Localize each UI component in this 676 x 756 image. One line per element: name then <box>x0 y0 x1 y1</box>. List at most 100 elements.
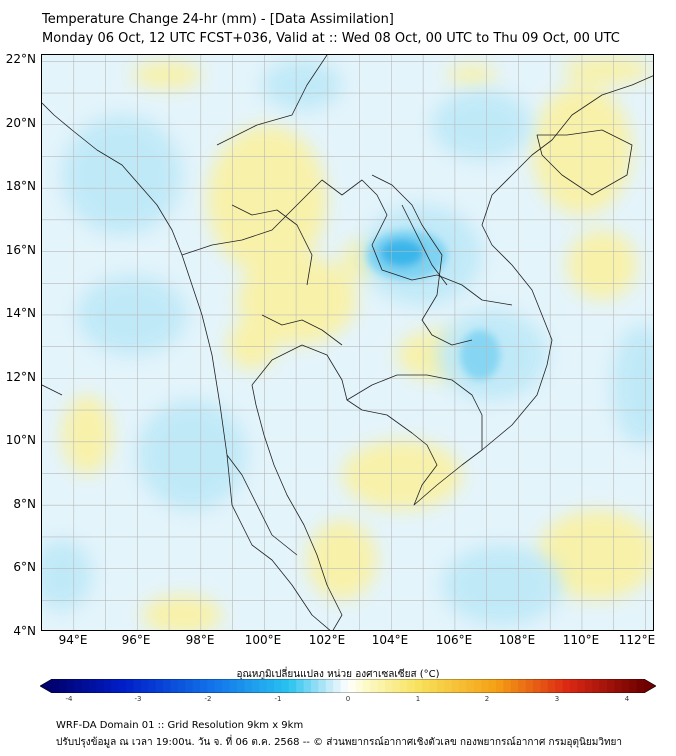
lon-tick-label: 94°E <box>58 633 88 647</box>
colorbar-cell <box>59 679 68 693</box>
colorbar-cell <box>52 679 60 693</box>
colorbar-cell <box>177 679 186 693</box>
colorbar-cell <box>584 679 593 693</box>
colorbar-cell <box>340 679 349 693</box>
colorbar-cell <box>192 679 201 693</box>
colorbar-cell <box>237 679 245 693</box>
colorbar-cell <box>533 679 541 693</box>
colorbar-cell <box>444 679 453 693</box>
colorbar-cell <box>414 679 423 693</box>
colorbar-cell <box>333 679 342 693</box>
footer-domain-info: WRF-DA Domain 01 :: Grid Resolution 9km … <box>56 720 304 731</box>
colorbar-cell <box>540 679 549 693</box>
map-subtitle: Monday 06 Oct, 12 UTC FCST+036, Valid at… <box>42 31 620 46</box>
colorbar-cell <box>259 679 268 693</box>
colorbar-cell <box>555 679 564 693</box>
colorbar-cell <box>459 679 467 693</box>
colorbar-cell <box>525 679 534 693</box>
colorbar-cell <box>436 679 445 693</box>
colorbar-cell <box>311 679 319 693</box>
colorbar-tick: -2 <box>204 695 212 703</box>
colorbar-cell <box>140 679 149 693</box>
colorbar-cell <box>348 679 356 693</box>
colorbar-tick: -3 <box>134 695 142 703</box>
colorbar-tick: 2 <box>484 695 490 703</box>
lon-tick-label: 108°E <box>498 633 536 647</box>
colorbar-cell <box>244 679 253 693</box>
colorbar-cell <box>66 679 75 693</box>
colorbar-cell <box>362 679 371 693</box>
colorbar-cell <box>636 679 645 693</box>
colorbar-cell <box>621 679 630 693</box>
colorbar-cell <box>251 679 260 693</box>
colorbar-cell <box>163 679 171 693</box>
colorbar-cell <box>214 679 223 693</box>
colorbar-tick: -4 <box>65 695 73 703</box>
colorbar-cell <box>385 679 393 693</box>
colorbar-cell <box>303 679 312 693</box>
lat-tick-label: 4°N <box>13 624 36 638</box>
colorbar-cell <box>629 679 638 693</box>
lon-tick-label: 110°E <box>562 633 600 647</box>
colorbar-min-extension <box>40 679 52 693</box>
coastline-and-borders <box>42 55 653 630</box>
colorbar-cell <box>407 679 416 693</box>
colorbar-cell <box>473 679 482 693</box>
colorbar-tick: -1 <box>274 695 282 703</box>
colorbar-cell <box>392 679 401 693</box>
lon-tick-label: 112°E <box>618 633 656 647</box>
colorbar-cell <box>562 679 571 693</box>
colorbar-cell <box>422 679 430 693</box>
colorbar-cell <box>592 679 601 693</box>
colorbar-cell <box>355 679 364 693</box>
colorbar-cell <box>325 679 334 693</box>
colorbar-cell <box>503 679 512 693</box>
colorbar-cell <box>185 679 194 693</box>
colorbar-cell <box>111 679 120 693</box>
colorbar-cell <box>496 679 504 693</box>
colorbar-tick: 3 <box>554 695 560 703</box>
lat-tick-label: 8°N <box>13 497 36 511</box>
footer-credit: ปรับปรุงข้อมูล ณ เวลา 19:00น. วัน จ. ที่… <box>56 737 623 748</box>
colorbar-cell <box>318 679 327 693</box>
lon-tick-label: 100°E <box>244 633 282 647</box>
colorbar-cell <box>607 679 615 693</box>
lon-tick-label: 106°E <box>435 633 473 647</box>
colorbar-cell <box>399 679 408 693</box>
colorbar-cell <box>451 679 460 693</box>
colorbar-label: อุณหภูมิเปลี่ยนแปลง หน่วย องศาเซลเซียส (… <box>236 669 440 680</box>
colorbar-cell <box>614 679 623 693</box>
lon-tick-label: 102°E <box>308 633 346 647</box>
colorbar-cell <box>74 679 83 693</box>
lat-tick-label: 12°N <box>5 370 36 384</box>
map-title: Temperature Change 24-hr (mm) - [Data As… <box>42 12 394 27</box>
colorbar-cell <box>207 679 216 693</box>
lat-tick-label: 16°N <box>5 243 36 257</box>
colorbar-cell <box>510 679 519 693</box>
colorbar-cell <box>466 679 475 693</box>
colorbar-cell <box>103 679 112 693</box>
colorbar-cell <box>429 679 438 693</box>
colorbar-cell <box>200 679 208 693</box>
lat-tick-label: 6°N <box>13 560 36 574</box>
lat-tick-label: 10°N <box>5 433 36 447</box>
colorbar-cell <box>577 679 586 693</box>
lat-tick-label: 20°N <box>5 116 36 130</box>
lat-tick-label: 14°N <box>5 306 36 320</box>
colorbar-tick: 1 <box>415 695 421 703</box>
colorbar-cell <box>133 679 142 693</box>
colorbar-cell <box>89 679 97 693</box>
map-panel <box>41 54 654 631</box>
colorbar-max-extension <box>644 679 656 693</box>
colorbar-cell <box>274 679 282 693</box>
colorbar-tick: 0 <box>345 695 351 703</box>
colorbar-cell <box>488 679 497 693</box>
graticule <box>42 55 653 630</box>
colorbar-cell <box>296 679 305 693</box>
colorbar-tick: 4 <box>624 695 630 703</box>
colorbar-cell <box>155 679 164 693</box>
colorbar-cell <box>570 679 578 693</box>
colorbar-cell <box>281 679 290 693</box>
colorbar-cell <box>118 679 127 693</box>
map-canvas <box>42 55 653 630</box>
